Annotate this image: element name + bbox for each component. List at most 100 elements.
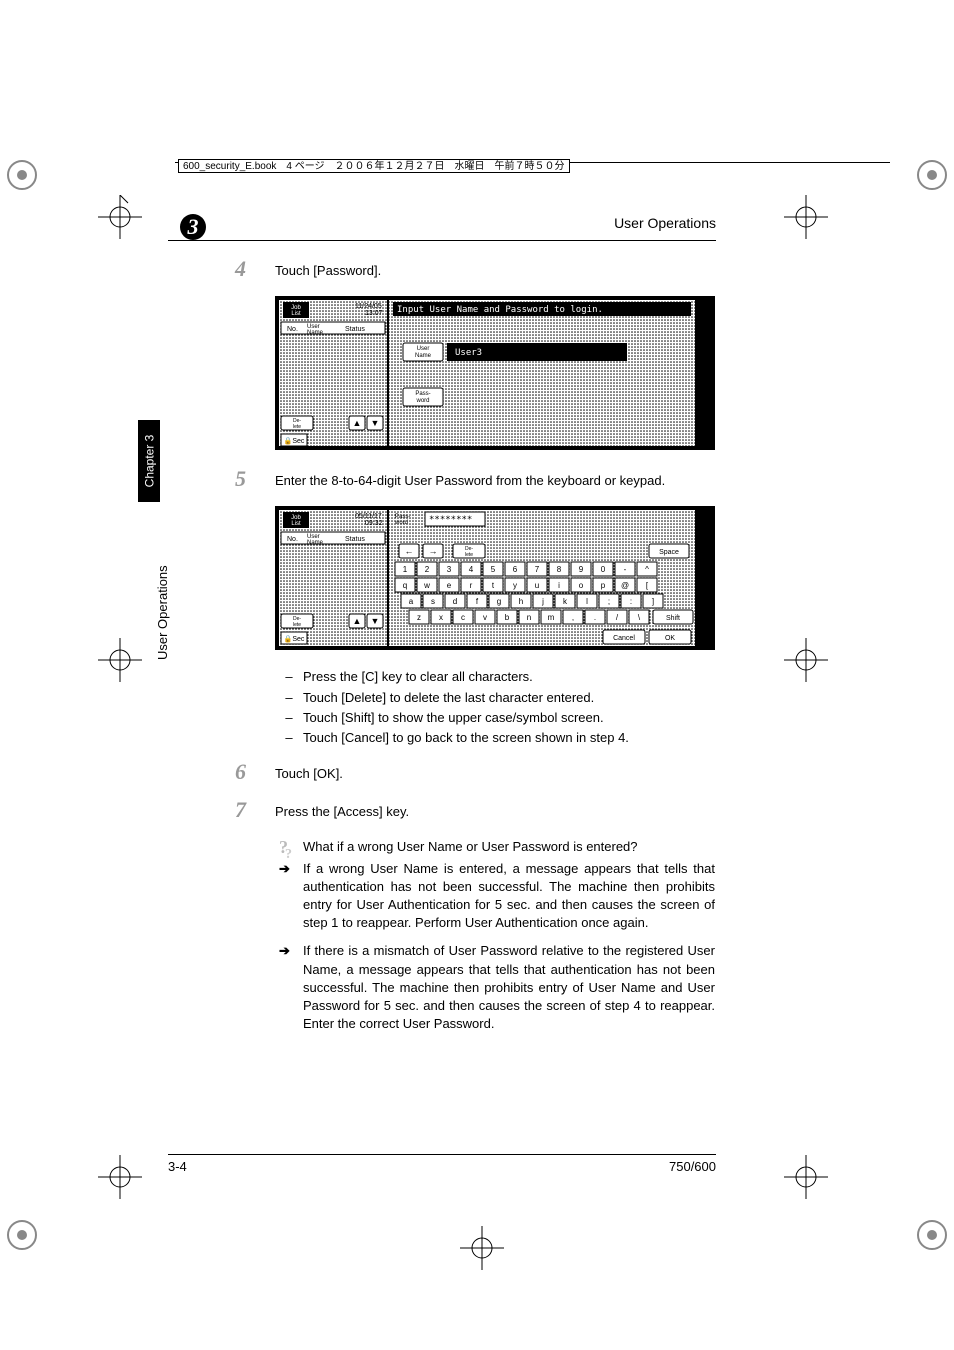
svg-text:Status: Status [345, 536, 365, 543]
step-5: 5 Enter the 8-to-64-digit User Password … [235, 468, 715, 498]
crop-mark-bl [5, 1218, 39, 1257]
svg-text:]: ] [652, 597, 654, 606]
qa-answer-1: If a wrong User Name is entered, a messa… [303, 860, 715, 933]
svg-text:l: l [586, 597, 588, 606]
svg-text:n: n [527, 613, 531, 622]
svg-text:d: d [453, 597, 457, 606]
svg-text:6: 6 [513, 565, 518, 574]
svg-text::: : [630, 597, 632, 606]
svg-text:Pass-: Pass- [415, 391, 430, 397]
svg-text:7: 7 [535, 565, 540, 574]
arrow-icon: ➔ [279, 942, 303, 1033]
svg-text:←: ← [405, 546, 414, 556]
reg-mark-tr [784, 195, 828, 244]
step-6-text: Touch [OK]. [275, 765, 715, 783]
svg-text:h: h [519, 597, 523, 606]
step-7-num: 7 [235, 799, 275, 829]
reg-mark-l [98, 638, 142, 687]
datetime: 11/24/05 [355, 303, 382, 310]
step-7-text: Press the [Access] key. [275, 803, 715, 821]
bullet-2: Touch [Delete] to delete the last charac… [303, 689, 594, 707]
svg-text:.: . [594, 613, 596, 622]
svg-text:i: i [558, 581, 560, 590]
svg-text:b: b [505, 613, 510, 622]
question-icon: ? [279, 838, 303, 856]
crop-mark-tl [5, 158, 39, 197]
svg-text:13:07: 13:07 [365, 310, 383, 317]
svg-text:8: 8 [557, 565, 562, 574]
page-footer: 3-4 750/600 [168, 1154, 716, 1174]
bullet-4: Touch [Cancel] to go back to the screen … [303, 729, 629, 747]
svg-text:1: 1 [403, 565, 408, 574]
svg-text:g: g [497, 597, 501, 606]
svg-text:word: word [415, 398, 429, 404]
crop-mark-br [915, 1218, 949, 1257]
step-5-text: Enter the 8-to-64-digit User Password fr… [275, 472, 715, 490]
svg-text:Space: Space [659, 549, 679, 556]
svg-text:r: r [470, 581, 473, 590]
svg-text:,: , [572, 613, 574, 622]
svg-text:s: s [431, 597, 435, 606]
reg-mark-r [784, 638, 828, 687]
screenshot-login: Job List 11/24/05 13:07 No. User Name St… [275, 296, 715, 450]
crop-mark-tr [915, 158, 949, 197]
svg-text:Cancel: Cancel [613, 635, 635, 642]
svg-text:▼: ▼ [371, 616, 380, 626]
svg-text:w: w [423, 581, 430, 590]
reg-mark-br [784, 1155, 828, 1204]
qa-question: What if a wrong User Name or User Passwo… [303, 838, 638, 856]
side-section-label: User Operations [155, 565, 170, 660]
svg-text:@: @ [621, 581, 629, 590]
svg-text:Shift: Shift [666, 615, 680, 622]
svg-text:word: word [394, 520, 408, 526]
svg-text:********: ******** [429, 515, 472, 525]
svg-text:v: v [483, 613, 487, 622]
svg-text:0: 0 [601, 565, 606, 574]
svg-text:p: p [601, 581, 606, 590]
chapter-badge: 3 [180, 214, 206, 240]
step-6: 6 Touch [OK]. [235, 761, 715, 791]
side-tab-chapter: Chapter 3 [138, 420, 160, 502]
svg-text:lete: lete [465, 552, 473, 558]
svg-text:e: e [447, 581, 452, 590]
step-4-num: 4 [235, 258, 275, 288]
svg-text:j: j [541, 597, 544, 606]
screenshot-keyboard: Job List 05/11/17 09:32 No. User Name St… [275, 506, 715, 650]
svg-text:3: 3 [447, 565, 452, 574]
svg-text:▲: ▲ [353, 418, 362, 428]
username-value: User3 [455, 348, 482, 358]
svg-text:OK: OK [665, 635, 675, 642]
svg-text:a: a [409, 597, 414, 606]
svg-text:User: User [417, 346, 430, 352]
svg-text:No.: No. [287, 326, 298, 333]
svg-text:x: x [439, 613, 443, 622]
svg-text:List: List [291, 521, 301, 527]
svg-text:09:32: 09:32 [365, 520, 383, 527]
svg-text:Name: Name [415, 353, 432, 359]
svg-text:o: o [579, 581, 584, 590]
reg-mark-bl [98, 1155, 142, 1204]
footer-page-num: 3-4 [168, 1159, 187, 1174]
svg-text:🔒Sec: 🔒Sec [284, 635, 305, 643]
svg-text:Name: Name [307, 330, 324, 336]
svg-text:4: 4 [469, 565, 474, 574]
qa-answer-2: If there is a mismatch of User Password … [303, 942, 715, 1033]
svg-text:→: → [429, 546, 438, 556]
svg-text:c: c [461, 613, 465, 622]
svg-text:Status: Status [345, 326, 365, 333]
svg-text:05/11/17: 05/11/17 [355, 513, 382, 520]
svg-text:🔒Sec: 🔒Sec [284, 437, 305, 445]
step-4-text: Touch [Password]. [275, 262, 715, 280]
step-7: 7 Press the [Access] key. [235, 799, 715, 829]
svg-text:▲: ▲ [353, 616, 362, 626]
svg-text:lete: lete [293, 622, 301, 628]
svg-text:;: ; [608, 597, 610, 606]
svg-text:y: y [513, 581, 517, 590]
svg-text:5: 5 [491, 565, 496, 574]
svg-text:2: 2 [425, 565, 430, 574]
svg-text:No.: No. [287, 536, 298, 543]
bullet-3: Touch [Shift] to show the upper case/sym… [303, 709, 604, 727]
svg-text:-: - [624, 565, 627, 574]
footer-model: 750/600 [669, 1159, 716, 1174]
book-filename: 600_security_E.book 4 ページ ２００６年１２月２７日 水曜… [178, 159, 570, 173]
